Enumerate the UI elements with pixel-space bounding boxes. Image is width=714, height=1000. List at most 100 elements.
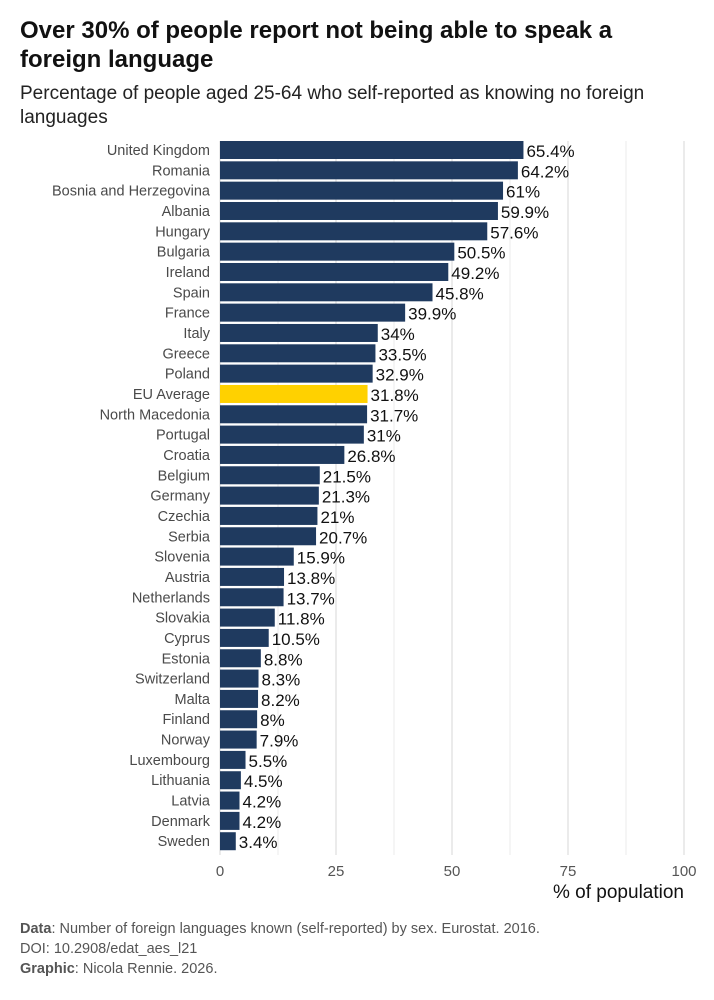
bar [220,303,406,322]
bar [220,405,368,424]
bar [220,323,378,342]
category-label: Sweden [158,834,210,850]
data-label: 59.9% [501,203,549,222]
category-label: Czechia [158,509,211,525]
bar [220,425,364,444]
category-label: Poland [165,367,210,383]
category-label: Germany [150,489,210,505]
data-label: 10.5% [272,630,320,649]
caption-graphic-line: Graphic: Nicola Rennie. 2026. [20,959,540,979]
caption-graphic-text: : Nicola Rennie. 2026. [74,961,218,977]
category-label: EU Average [133,387,210,403]
data-label: 65.4% [526,142,574,161]
chart-subtitle: Percentage of people aged 25-64 who self… [20,83,645,128]
data-label: 13.7% [287,589,335,608]
category-label: Portugal [156,428,210,444]
bar [220,161,518,180]
bar [220,567,285,586]
bar [220,730,257,749]
bar [220,588,284,607]
bar [220,466,320,485]
x-tick-label: 75 [560,863,577,880]
bar [220,181,504,200]
data-label: 34% [381,325,415,344]
bar [220,506,318,525]
bar [220,222,488,241]
category-label: Slovenia [154,550,211,566]
category-label: Greece [162,346,210,362]
data-label: 11.8% [278,610,325,629]
data-label: 8% [260,711,285,730]
category-label: Hungary [155,224,211,240]
data-label: 8.3% [262,671,301,690]
bar [220,547,294,566]
x-axis-title: % of population [553,882,684,903]
bar [220,811,240,830]
bar [220,791,240,810]
category-label: Cyprus [164,631,210,647]
x-tick-label: 100 [671,863,696,880]
chart-title: Over 30% of people report not being able… [20,17,613,73]
bar [220,689,259,708]
data-label: 49.2% [451,264,499,283]
data-label: 21.5% [323,467,371,486]
caption-data-text: : Number of foreign languages known (sel… [51,921,540,937]
category-label: Finland [162,712,210,728]
data-label: 20.7% [319,528,367,547]
bar [220,669,259,688]
category-label: Latvia [171,794,211,810]
bar [220,141,524,159]
x-tick-label: 25 [328,863,345,880]
bar-chart: United Kingdom 65.4% Romania 64.2% Bosnia an… [52,141,697,903]
category-label: Belgium [158,468,210,484]
data-label: 31.8% [371,386,419,405]
caption-data-line: Data: Number of foreign languages known … [20,919,540,939]
data-label: 15.9% [297,549,345,568]
category-label: Norway [161,733,211,749]
category-label: Serbia [168,529,211,545]
bar [220,771,241,790]
highlight-bar [220,384,368,403]
x-tick-label: 0 [216,863,224,880]
data-label: 4.5% [244,772,283,791]
data-label: 8.8% [264,650,303,669]
data-label: 33.5% [378,345,426,364]
data-label: 3.4% [239,833,278,852]
x-tick-label: 50 [444,863,461,880]
category-label: Lithuania [151,773,211,789]
bar [220,832,236,851]
caption-doi: DOI: 10.2908/edat_aes_l21 [20,941,198,957]
category-label: Ireland [166,265,210,281]
data-label: 45.8% [436,284,484,303]
data-label: 5.5% [249,752,288,771]
bar [220,750,246,769]
data-label: 21% [320,508,354,527]
data-label: 4.2% [242,793,281,812]
category-label: Switzerland [135,672,210,688]
category-label: Slovakia [155,611,211,627]
bar [220,201,498,220]
bar [220,283,433,302]
data-label: 4.2% [242,813,281,832]
caption-graphic-label: Graphic [20,961,75,977]
category-label: Netherlands [132,590,210,606]
data-label: 26.8% [347,447,395,466]
bar [220,486,319,505]
data-label: 57.6% [490,223,538,242]
caption: Data: Number of foreign languages known … [20,919,540,979]
bar [220,649,261,668]
bar [220,242,455,261]
category-label: France [165,306,210,322]
category-label: Malta [175,692,211,708]
category-label: Bosnia and Herzegovina [52,184,211,200]
bar [220,628,269,647]
category-label: Italy [183,326,210,342]
category-label: Austria [165,570,211,586]
data-label: 39.9% [408,305,456,324]
data-label: 31.7% [370,406,418,425]
bar [220,710,258,729]
category-label: North Macedonia [100,407,211,423]
bar [220,344,376,363]
bar [220,608,275,627]
category-label: Denmark [151,814,211,830]
